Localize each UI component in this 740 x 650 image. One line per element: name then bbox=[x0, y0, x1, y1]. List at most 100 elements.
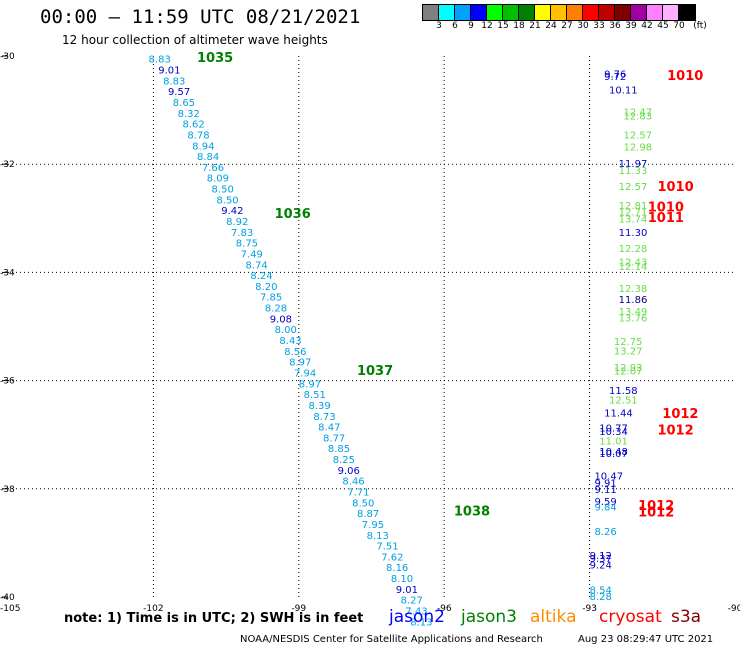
latitude-tick-label: -30 bbox=[0, 52, 15, 62]
colorbar-label: 39 bbox=[625, 21, 637, 31]
satellite-legend-altika: altika bbox=[530, 607, 577, 627]
swh-value-west-track: 8.85 bbox=[328, 444, 350, 455]
timestamp-text: Aug 23 08:29:47 UTC 2021 bbox=[578, 634, 714, 645]
swh-value-east-track: 11.58 bbox=[609, 386, 638, 397]
colorbar-label: 45 bbox=[657, 21, 669, 31]
colorbar-swatch bbox=[439, 5, 455, 20]
swh-value-west-track: 8.84 bbox=[197, 152, 219, 163]
swh-value-east-track: 12.47 bbox=[624, 108, 653, 119]
swh-value-west-track: 8.73 bbox=[313, 412, 335, 423]
swh-value-east-track: 11.33 bbox=[619, 166, 648, 177]
colorbar-swatch bbox=[679, 5, 695, 20]
colorbar-label: 18 bbox=[513, 21, 525, 31]
swh-value-west-track: 8.97 bbox=[299, 379, 321, 390]
swh-value-west-track: 8.39 bbox=[308, 401, 330, 412]
swh-value-east-track: 13.27 bbox=[614, 346, 643, 357]
colorbar-swatch bbox=[647, 5, 663, 20]
swh-value-east-track: 9.37 bbox=[590, 554, 612, 565]
pressure-label: 1010 bbox=[648, 200, 684, 215]
colorbar-swatch bbox=[471, 5, 487, 20]
pressure-label: 1011 bbox=[648, 211, 684, 226]
swh-value-east-track: 10.48 bbox=[599, 447, 628, 458]
swh-value-west-track: 9.01 bbox=[158, 66, 180, 77]
swh-value-west-track: 8.10 bbox=[391, 574, 413, 585]
swh-value-east-track: 10.11 bbox=[609, 86, 638, 97]
swh-value-west-track: 8.77 bbox=[323, 433, 345, 444]
swh-value-west-track: 7.43 bbox=[405, 607, 427, 618]
colorbar-label: 30 bbox=[577, 21, 589, 31]
swh-value-east-track: 12.51 bbox=[609, 396, 638, 407]
pressure-label: 1012 bbox=[638, 499, 674, 514]
swh-value-west-track: 8.75 bbox=[236, 239, 258, 250]
swh-value-west-track: 8.94 bbox=[192, 141, 214, 152]
swh-value-east-track: 12.38 bbox=[619, 284, 648, 295]
swh-value-west-track: 8.25 bbox=[333, 455, 355, 466]
swh-value-east-track: 8.26 bbox=[594, 527, 616, 538]
swh-value-west-track: 8.50 bbox=[216, 195, 238, 206]
swh-value-east-track: 12.43 bbox=[619, 258, 648, 269]
swh-value-east-track: 12.57 bbox=[624, 130, 653, 141]
swh-value-east-track: 12.93 bbox=[614, 363, 643, 374]
swh-value-west-track: 8.83 bbox=[163, 76, 185, 87]
pressure-label: 1010 bbox=[667, 69, 703, 84]
swh-value-west-track: 8.24 bbox=[250, 271, 272, 282]
colorbar-label: 36 bbox=[609, 21, 621, 31]
latitude-tick-label: -40 bbox=[0, 593, 15, 603]
colorbar-swatch bbox=[567, 5, 583, 20]
colorbar-swatch bbox=[519, 5, 535, 20]
swh-value-west-track: 8.56 bbox=[284, 347, 306, 358]
swh-value-east-track: 10.77 bbox=[599, 424, 628, 435]
swh-value-west-track: 8.47 bbox=[318, 423, 340, 434]
swh-value-east-track: 13.76 bbox=[619, 313, 648, 324]
swh-value-east-track: 11.30 bbox=[619, 228, 648, 239]
swh-value-west-track: 8.16 bbox=[386, 563, 408, 574]
colorbar-swatch bbox=[487, 5, 503, 20]
colorbar-label: 24 bbox=[545, 21, 557, 31]
swh-value-east-track: 10.07 bbox=[599, 449, 628, 460]
swh-value-east-track: 10.47 bbox=[594, 471, 623, 482]
swh-value-west-track: 8.32 bbox=[178, 109, 200, 120]
swh-value-west-track: 8.43 bbox=[279, 336, 301, 347]
swh-value-west-track: 8.83 bbox=[149, 55, 171, 66]
swh-value-west-track: 7.94 bbox=[294, 368, 316, 379]
map-subtitle: 12 hour collection of altimeter wave hei… bbox=[62, 33, 328, 47]
swh-value-east-track: 9.12 bbox=[590, 551, 612, 562]
colorbar-label: 70 bbox=[673, 21, 685, 31]
satellite-legend-jason2: jason2 bbox=[389, 607, 445, 627]
latitude-tick-label: -38 bbox=[0, 485, 15, 495]
satellite-legend-cryosat: cryosat bbox=[599, 607, 662, 627]
swh-value-east-track: 9.59 bbox=[594, 497, 616, 508]
swh-value-east-track: 9.76 bbox=[604, 69, 626, 80]
swh-value-east-track: 8.28 bbox=[590, 592, 612, 603]
swh-value-east-track: 12.14 bbox=[619, 262, 648, 273]
swh-value-west-track: 8.27 bbox=[401, 596, 423, 607]
pressure-label: 1012 bbox=[662, 407, 698, 422]
colorbar-label: 33 bbox=[593, 21, 605, 31]
swh-value-west-track: 8.97 bbox=[289, 358, 311, 369]
swh-value-east-track: 9.24 bbox=[590, 561, 612, 572]
wave-height-colorbar bbox=[422, 4, 696, 21]
colorbar-swatch bbox=[551, 5, 567, 20]
swh-value-east-track: 12.28 bbox=[619, 244, 648, 255]
swh-value-west-track: 9.57 bbox=[168, 87, 190, 98]
colorbar-swatch bbox=[535, 5, 551, 20]
swh-value-east-track: 12.81 bbox=[619, 201, 648, 212]
colorbar-swatch bbox=[583, 5, 599, 20]
swh-value-east-track: 8.54 bbox=[590, 585, 612, 596]
swh-value-west-track: 8.00 bbox=[275, 325, 297, 336]
swh-value-west-track: 7.51 bbox=[376, 542, 398, 553]
swh-value-west-track: 8.92 bbox=[226, 217, 248, 228]
colorbar-label: 9 bbox=[468, 21, 474, 31]
latitude-tick-label: -36 bbox=[0, 377, 15, 387]
swh-value-west-track: 8.87 bbox=[357, 509, 379, 520]
colorbar-swatch bbox=[663, 5, 679, 20]
swh-value-east-track: 11.86 bbox=[619, 295, 648, 306]
latitude-tick-label: -34 bbox=[0, 268, 15, 278]
colorbar-label: 3 bbox=[436, 21, 442, 31]
colorbar-swatch bbox=[631, 5, 647, 20]
swh-value-west-track: 8.13 bbox=[367, 531, 389, 542]
colorbar-swatch bbox=[503, 5, 519, 20]
colorbar-label: 12 bbox=[481, 21, 493, 31]
pressure-label: 1010 bbox=[657, 180, 693, 195]
